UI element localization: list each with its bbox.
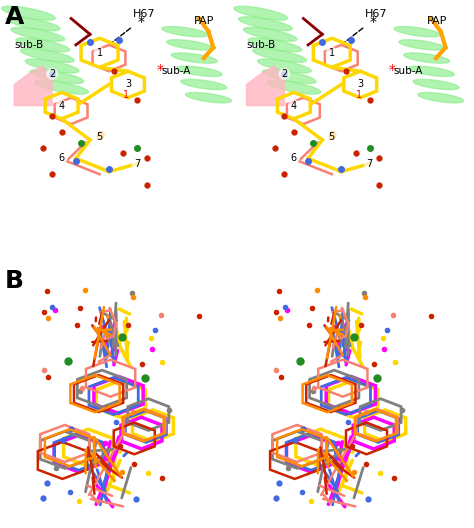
Ellipse shape bbox=[418, 92, 464, 103]
Ellipse shape bbox=[238, 17, 292, 31]
Text: 5: 5 bbox=[328, 133, 335, 142]
Text: A: A bbox=[5, 5, 24, 29]
Text: sub-A: sub-A bbox=[393, 66, 423, 76]
Ellipse shape bbox=[176, 66, 222, 77]
Ellipse shape bbox=[30, 70, 84, 83]
Text: 4: 4 bbox=[59, 101, 64, 110]
Text: *: * bbox=[370, 15, 377, 30]
Text: 7: 7 bbox=[366, 159, 373, 168]
Text: 1: 1 bbox=[97, 48, 102, 58]
Text: PAP: PAP bbox=[427, 16, 447, 26]
Ellipse shape bbox=[16, 38, 70, 52]
Ellipse shape bbox=[248, 38, 302, 52]
Ellipse shape bbox=[20, 49, 74, 62]
Text: *: * bbox=[137, 15, 145, 30]
Ellipse shape bbox=[11, 27, 65, 41]
Text: 3: 3 bbox=[125, 80, 131, 89]
Ellipse shape bbox=[413, 79, 459, 90]
Ellipse shape bbox=[35, 80, 89, 94]
Ellipse shape bbox=[243, 27, 297, 41]
Text: 7: 7 bbox=[134, 159, 141, 168]
Text: sub-A: sub-A bbox=[161, 66, 191, 76]
Text: 3: 3 bbox=[357, 80, 363, 89]
Polygon shape bbox=[246, 66, 284, 106]
Text: 1: 1 bbox=[356, 90, 362, 100]
Text: 6: 6 bbox=[59, 154, 64, 163]
Ellipse shape bbox=[1, 6, 55, 20]
Text: H67: H67 bbox=[365, 9, 387, 19]
Text: 2: 2 bbox=[281, 69, 288, 79]
Ellipse shape bbox=[234, 6, 288, 20]
Text: sub-B: sub-B bbox=[246, 40, 276, 50]
Ellipse shape bbox=[25, 59, 79, 73]
Text: *: * bbox=[389, 63, 396, 77]
Ellipse shape bbox=[267, 80, 321, 94]
Ellipse shape bbox=[181, 79, 227, 90]
Text: H67: H67 bbox=[133, 9, 155, 19]
Ellipse shape bbox=[253, 49, 307, 62]
Ellipse shape bbox=[409, 66, 454, 77]
Ellipse shape bbox=[404, 53, 449, 63]
Text: 1: 1 bbox=[123, 90, 129, 100]
Ellipse shape bbox=[172, 53, 217, 63]
Ellipse shape bbox=[399, 40, 445, 50]
Text: B: B bbox=[5, 269, 24, 293]
Text: 6: 6 bbox=[291, 154, 297, 163]
Ellipse shape bbox=[186, 92, 231, 103]
Ellipse shape bbox=[162, 26, 208, 37]
Text: sub-B: sub-B bbox=[14, 40, 44, 50]
Ellipse shape bbox=[257, 59, 311, 73]
Text: 4: 4 bbox=[291, 101, 297, 110]
Ellipse shape bbox=[262, 70, 316, 83]
Ellipse shape bbox=[394, 26, 440, 37]
Ellipse shape bbox=[6, 17, 60, 31]
Text: *: * bbox=[156, 63, 164, 77]
Polygon shape bbox=[14, 66, 52, 106]
Text: PAP: PAP bbox=[194, 16, 215, 26]
Ellipse shape bbox=[167, 40, 212, 50]
Text: 5: 5 bbox=[96, 133, 103, 142]
Text: 1: 1 bbox=[329, 48, 335, 58]
Text: 2: 2 bbox=[49, 69, 55, 79]
